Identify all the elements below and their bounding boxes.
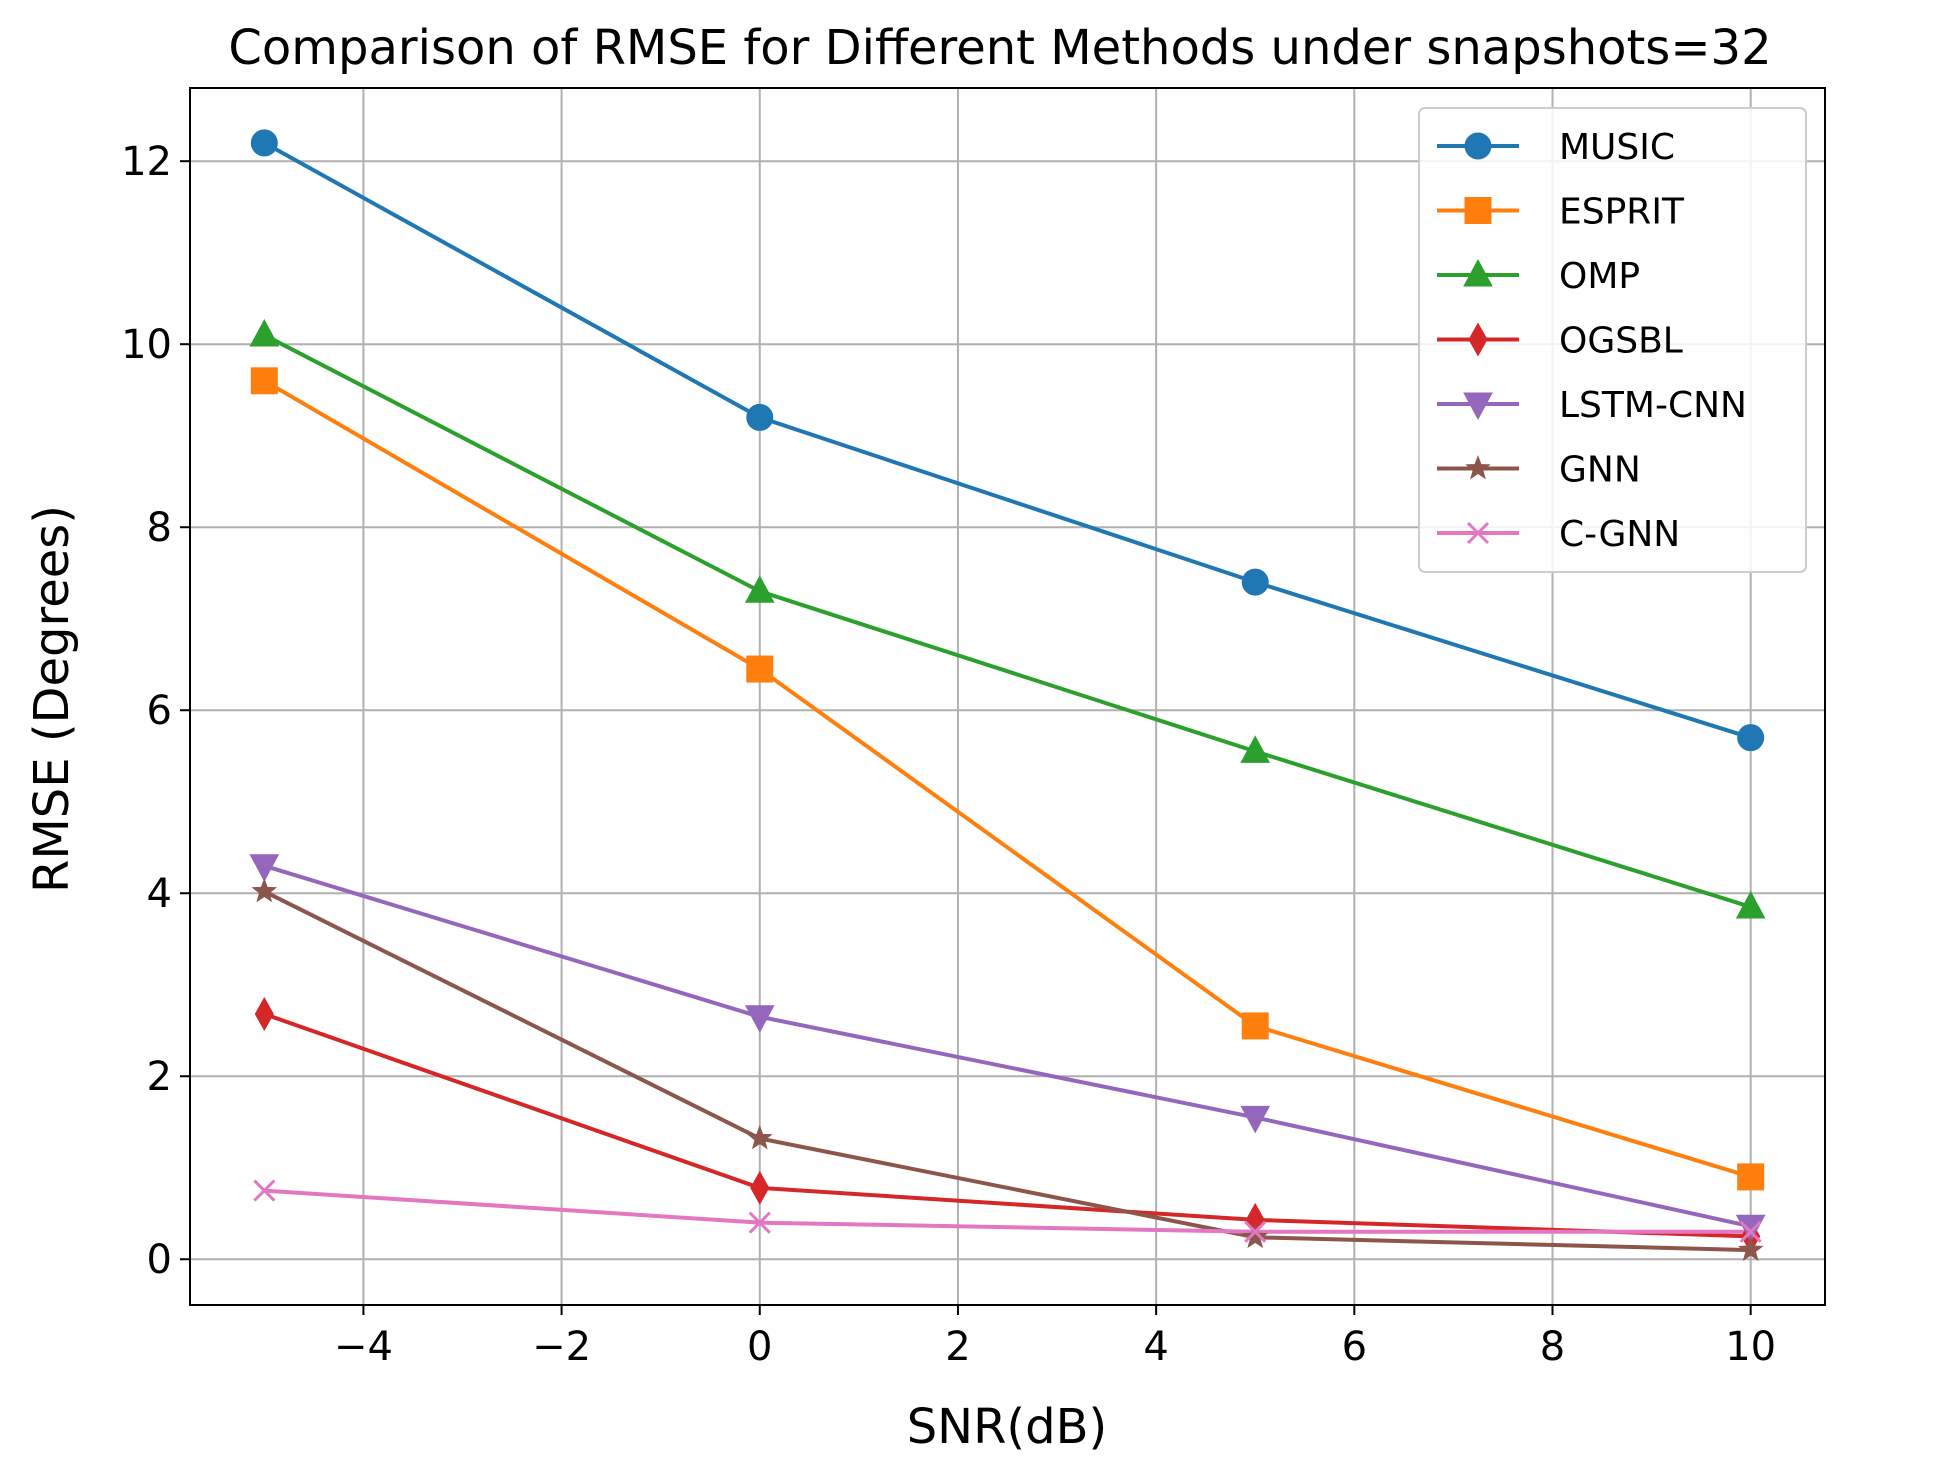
y-tick-label: 8: [147, 505, 172, 551]
data-point-music: [746, 403, 774, 431]
data-point-lstm-cnn: [1735, 1214, 1766, 1243]
legend-marker-gnn: [1465, 455, 1491, 480]
series-line-c-gnn: [264, 1188, 1751, 1234]
series-line-ogsbl: [263, 1012, 1751, 1239]
series-markers: [249, 129, 1766, 1261]
legend-box: [1418, 107, 1807, 573]
data-point-music: [1241, 568, 1269, 596]
series-line-omp: [263, 333, 1752, 909]
data-point-c-gnn: [253, 1179, 276, 1202]
data-point-c-gnn: [1244, 1220, 1267, 1243]
data-point-lstm-cnn: [744, 1005, 775, 1033]
data-point-omp: [249, 319, 280, 347]
data-point-c-gnn: [748, 1211, 771, 1234]
data-point-esprit: [1737, 1163, 1765, 1191]
legend-marker-c-gnn: [1466, 521, 1490, 545]
legend-marker-music: [1464, 132, 1492, 160]
y-tick-label: 6: [147, 688, 172, 734]
data-point-gnn: [1737, 1236, 1764, 1261]
data-point-lstm-cnn: [1240, 1105, 1271, 1134]
x-axis-label: SNR(dB): [907, 1399, 1108, 1455]
legend-marker-ogsbl: [1468, 322, 1488, 357]
y-axis-label: RMSE (Degrees): [24, 505, 80, 893]
series-line-gnn: [263, 889, 1751, 1253]
x-tick-label: 4: [1143, 1324, 1168, 1370]
data-point-omp: [744, 575, 775, 603]
data-point-omp: [1735, 890, 1766, 919]
x-tick-label: 10: [1725, 1324, 1776, 1370]
axis-ticks: −4 −2 0 2 4 6 8 10 0 2 4 6 8 10 12: [121, 139, 1776, 1370]
data-point-music: [250, 129, 278, 157]
data-point-esprit: [250, 367, 278, 395]
chart-title: Comparison of RMSE for Different Methods…: [228, 20, 1771, 76]
legend-marker-lstm-cnn: [1463, 392, 1493, 421]
y-tick-label: 10: [121, 322, 172, 368]
data-point-ogsbl: [254, 996, 274, 1032]
legend-label-c-gnn: C-GNN: [1559, 514, 1680, 555]
y-tick-label: 12: [121, 139, 172, 185]
legend: MUSIC ESPRIT OMP OGSBL LSTM-CNN GNN C-GNN: [1418, 107, 1807, 573]
plot-frame: [189, 87, 1826, 1306]
legend-label-esprit: ESPRIT: [1559, 192, 1685, 233]
legend-marker-esprit: [1464, 197, 1492, 224]
series-line-music: [263, 141, 1752, 740]
data-point-c-gnn: [1739, 1220, 1762, 1243]
data-point-esprit: [1241, 1012, 1269, 1040]
data-point-esprit: [746, 655, 774, 683]
x-tick-label: −2: [532, 1324, 591, 1370]
data-point-ogsbl: [750, 1170, 770, 1205]
legend-label-gnn: GNN: [1559, 450, 1641, 491]
x-tick-label: 2: [945, 1324, 970, 1370]
data-point-gnn: [746, 1125, 773, 1150]
legend-label-ogsbl: OGSBL: [1559, 321, 1683, 362]
series-lines: [263, 141, 1752, 1253]
x-tick-label: 6: [1342, 1324, 1367, 1370]
x-tick-label: 8: [1540, 1324, 1565, 1370]
data-point-gnn: [251, 877, 278, 903]
y-tick-label: 4: [147, 871, 172, 917]
legend-label-music: MUSIC: [1559, 127, 1675, 168]
data-point-omp: [1240, 735, 1271, 763]
y-tick-label: 2: [147, 1054, 172, 1100]
series-line-esprit: [263, 379, 1752, 1179]
x-tick-label: 0: [747, 1324, 772, 1370]
series-line-lstm-cnn: [263, 863, 1752, 1229]
y-tick-label: 0: [147, 1237, 172, 1283]
data-point-lstm-cnn: [249, 854, 280, 882]
legend-label-omp: OMP: [1559, 256, 1640, 297]
legend-marker-omp: [1463, 258, 1493, 287]
data-point-gnn: [1242, 1223, 1269, 1249]
x-tick-label: −4: [334, 1324, 393, 1370]
legend-label-lstm-cnn: LSTM-CNN: [1559, 385, 1747, 426]
data-point-music: [1737, 724, 1765, 752]
